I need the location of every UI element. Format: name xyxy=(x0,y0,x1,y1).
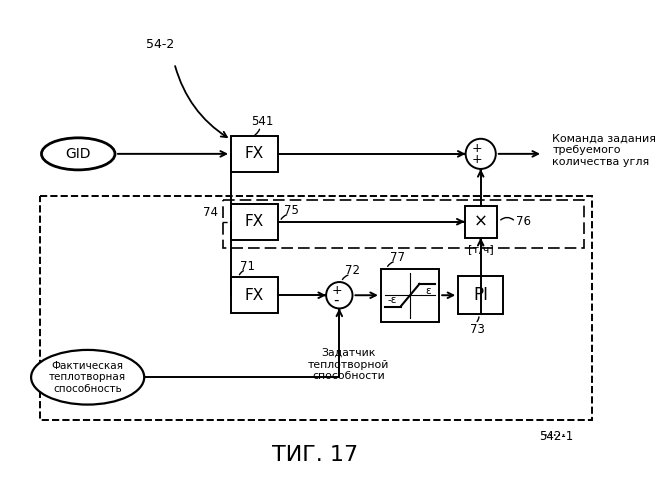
Bar xyxy=(231,278,278,313)
Text: 72: 72 xyxy=(345,264,360,277)
Bar xyxy=(223,200,585,248)
Text: FX: FX xyxy=(245,214,264,229)
Bar xyxy=(465,206,497,238)
Text: Задатчик
теплотворной
способности: Задатчик теплотворной способности xyxy=(308,348,389,381)
Circle shape xyxy=(466,139,496,169)
Ellipse shape xyxy=(31,350,145,405)
Text: GID: GID xyxy=(66,147,91,161)
Text: 74: 74 xyxy=(203,206,217,219)
Text: 77: 77 xyxy=(390,251,405,264)
Circle shape xyxy=(326,282,353,308)
Text: 71: 71 xyxy=(240,260,256,272)
Text: [т/ч]: [т/ч] xyxy=(468,244,494,254)
Text: -: - xyxy=(334,292,339,308)
Text: 54-2: 54-2 xyxy=(146,38,175,51)
Text: 75: 75 xyxy=(284,204,298,217)
Text: Фактическая
теплотворная
способность: Фактическая теплотворная способность xyxy=(49,360,126,394)
Bar xyxy=(381,269,440,322)
Text: ×: × xyxy=(474,212,488,230)
Text: +: + xyxy=(472,142,482,154)
Text: 542-1: 542-1 xyxy=(539,430,573,443)
Bar xyxy=(458,276,503,314)
Text: ΤИГ. 17: ΤИГ. 17 xyxy=(272,446,358,466)
Text: 541: 541 xyxy=(251,116,273,128)
Bar xyxy=(231,204,278,240)
Text: 73: 73 xyxy=(470,322,484,336)
Text: +: + xyxy=(331,284,342,297)
Text: PI: PI xyxy=(473,286,488,304)
Text: +: + xyxy=(472,153,482,166)
Text: 76: 76 xyxy=(516,215,531,228)
Bar xyxy=(39,196,592,420)
Text: FX: FX xyxy=(245,288,264,302)
Text: ε: ε xyxy=(425,286,431,296)
Text: Команда задания
требуемого
количества угля: Команда задания требуемого количества уг… xyxy=(553,134,656,166)
Text: -ε: -ε xyxy=(387,295,397,305)
Text: FX: FX xyxy=(245,146,264,162)
Bar xyxy=(231,136,278,172)
Ellipse shape xyxy=(41,138,115,170)
